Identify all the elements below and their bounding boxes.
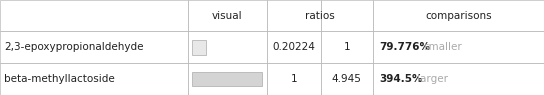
Bar <box>192 40 206 55</box>
Text: smaller: smaller <box>423 42 462 52</box>
Bar <box>0 0 188 31</box>
Text: larger: larger <box>417 74 448 84</box>
Text: ratios: ratios <box>305 11 335 21</box>
Bar <box>0 31 188 63</box>
Bar <box>373 31 544 63</box>
Bar <box>188 63 267 95</box>
Bar <box>267 0 321 31</box>
Bar <box>188 31 267 63</box>
Text: 2,3-epoxypropionaldehyde: 2,3-epoxypropionaldehyde <box>4 42 144 52</box>
Bar <box>321 31 373 63</box>
Text: 79.776%: 79.776% <box>379 42 430 52</box>
Text: 0.20224: 0.20224 <box>273 42 315 52</box>
Text: comparisons: comparisons <box>425 11 492 21</box>
Bar <box>188 0 267 31</box>
Bar <box>267 31 321 63</box>
Bar <box>0 63 188 95</box>
Bar <box>192 72 262 86</box>
Bar <box>321 0 373 31</box>
Text: beta-methyllactoside: beta-methyllactoside <box>4 74 115 84</box>
Text: 4.945: 4.945 <box>332 74 362 84</box>
Text: visual: visual <box>212 11 243 21</box>
Text: 394.5%: 394.5% <box>379 74 423 84</box>
Bar <box>267 63 321 95</box>
Text: 1: 1 <box>290 74 297 84</box>
Bar <box>373 63 544 95</box>
Bar <box>373 0 544 31</box>
Bar <box>321 63 373 95</box>
Text: 1: 1 <box>343 42 350 52</box>
